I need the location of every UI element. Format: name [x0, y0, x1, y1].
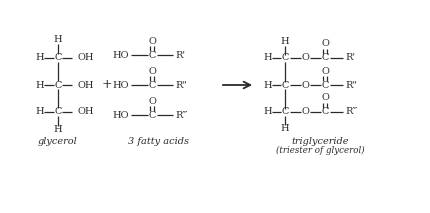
Text: (triester of glycerol): (triester of glycerol)	[276, 145, 364, 155]
Text: R‴: R‴	[175, 111, 187, 119]
Text: C: C	[54, 108, 61, 117]
Text: 3 fatty acids: 3 fatty acids	[128, 137, 188, 145]
Text: H: H	[54, 36, 62, 45]
Text: C: C	[281, 108, 289, 117]
Text: R‴: R‴	[345, 108, 357, 117]
Text: C: C	[54, 53, 61, 62]
Text: H: H	[36, 108, 44, 117]
Text: C: C	[321, 108, 329, 117]
Text: +: +	[101, 79, 112, 92]
Text: C: C	[54, 81, 61, 89]
Text: C: C	[321, 53, 329, 62]
Text: R": R"	[175, 81, 187, 89]
Text: C: C	[281, 53, 289, 62]
Text: OH: OH	[77, 108, 93, 117]
Text: O: O	[321, 94, 329, 102]
Text: H: H	[36, 53, 44, 62]
Text: HO: HO	[113, 111, 129, 119]
Text: O: O	[301, 81, 309, 89]
Text: OH: OH	[77, 81, 93, 89]
Text: H: H	[36, 81, 44, 89]
Text: H: H	[54, 125, 62, 134]
Text: H: H	[281, 124, 289, 133]
Text: H: H	[281, 37, 289, 46]
Text: H: H	[263, 108, 272, 117]
Text: C: C	[148, 111, 156, 119]
Text: OH: OH	[77, 53, 93, 62]
Text: O: O	[301, 53, 309, 62]
Text: R": R"	[345, 81, 357, 89]
Text: R': R'	[345, 53, 355, 62]
Text: glycerol: glycerol	[38, 137, 78, 145]
Text: C: C	[321, 81, 329, 89]
Text: C: C	[148, 50, 156, 59]
Text: H: H	[263, 81, 272, 89]
Text: R': R'	[175, 50, 185, 59]
Text: O: O	[321, 39, 329, 49]
Text: HO: HO	[113, 81, 129, 89]
Text: O: O	[148, 36, 156, 46]
Text: HO: HO	[113, 50, 129, 59]
Text: C: C	[148, 81, 156, 89]
Text: triglyceride: triglyceride	[291, 137, 349, 145]
Text: O: O	[148, 66, 156, 75]
Text: O: O	[321, 66, 329, 75]
Text: O: O	[148, 96, 156, 105]
Text: C: C	[281, 81, 289, 89]
Text: O: O	[301, 108, 309, 117]
Text: H: H	[263, 53, 272, 62]
